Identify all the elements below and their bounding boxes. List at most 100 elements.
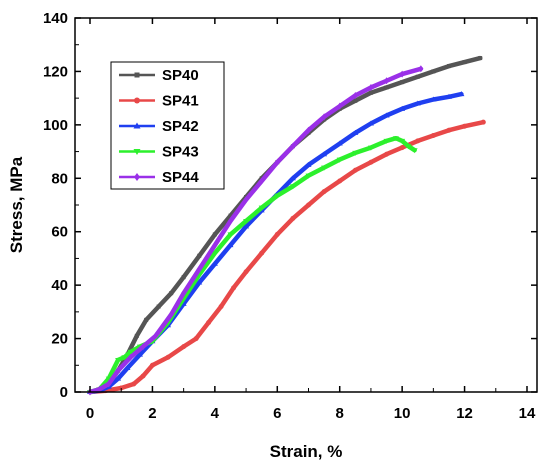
data-point xyxy=(337,178,343,184)
data-point xyxy=(336,157,343,163)
legend-marker xyxy=(134,72,140,78)
legend-label: SP42 xyxy=(162,118,199,135)
y-tick-label: 40 xyxy=(51,277,68,294)
data-point xyxy=(115,357,122,363)
x-tick-label: 10 xyxy=(394,405,411,422)
y-axis-title: Stress, MPa xyxy=(7,156,26,253)
data-point xyxy=(306,126,311,134)
legend-item-sp43: SP43 xyxy=(119,144,199,161)
data-point xyxy=(400,80,405,85)
y-tick-label: 140 xyxy=(43,10,68,27)
data-point xyxy=(106,380,112,388)
data-point xyxy=(227,217,233,225)
data-point xyxy=(121,355,128,361)
data-point xyxy=(259,177,265,185)
y-tick-label: 120 xyxy=(43,63,68,80)
data-point xyxy=(193,336,199,342)
legend-item-sp42: SP42 xyxy=(119,118,199,135)
data-point xyxy=(384,151,390,157)
data-point xyxy=(259,250,265,256)
data-point xyxy=(140,343,146,351)
data-point xyxy=(211,251,218,257)
data-point xyxy=(383,112,390,118)
data-point xyxy=(243,269,249,275)
data-point xyxy=(181,344,187,350)
data-point xyxy=(368,159,374,165)
data-point xyxy=(127,349,134,355)
data-point xyxy=(124,364,131,370)
data-point xyxy=(368,90,373,95)
data-point xyxy=(399,105,406,111)
data-point xyxy=(290,215,296,221)
data-point xyxy=(399,138,406,144)
data-point xyxy=(134,333,139,338)
data-point xyxy=(305,161,312,167)
data-point xyxy=(337,102,343,110)
data-point xyxy=(115,375,122,381)
legend-label: SP43 xyxy=(162,144,199,161)
data-point xyxy=(480,119,486,125)
data-point xyxy=(153,332,159,340)
x-axis-title: Strain, % xyxy=(270,442,343,461)
y-tick-label: 80 xyxy=(51,170,68,187)
data-point xyxy=(321,151,328,157)
x-tick-label: 12 xyxy=(456,405,473,422)
data-point xyxy=(289,175,296,181)
data-point xyxy=(165,354,171,360)
data-point xyxy=(258,205,265,211)
data-point xyxy=(418,65,424,73)
data-point xyxy=(274,158,280,166)
data-point xyxy=(211,260,218,266)
data-point xyxy=(274,231,280,237)
legend-marker xyxy=(133,122,141,129)
data-point xyxy=(431,69,436,74)
data-point xyxy=(352,150,359,156)
data-point xyxy=(446,64,451,69)
data-point xyxy=(206,320,212,326)
data-point xyxy=(168,311,174,319)
data-point xyxy=(228,213,233,218)
data-point xyxy=(458,91,465,97)
data-point xyxy=(399,70,405,78)
data-point xyxy=(321,165,328,171)
data-point xyxy=(353,98,358,103)
data-point xyxy=(446,127,452,133)
data-point xyxy=(169,291,174,296)
data-point xyxy=(196,279,203,285)
data-point xyxy=(411,148,418,154)
data-point xyxy=(368,83,374,91)
data-point xyxy=(383,138,390,144)
data-point xyxy=(197,253,202,258)
y-tick-label: 0 xyxy=(60,384,68,401)
legend-item-sp44: SP44 xyxy=(119,169,199,186)
data-point xyxy=(118,385,124,391)
legend: SP40 SP41 SP42 SP43 SP44 xyxy=(110,61,225,190)
data-point xyxy=(243,219,250,225)
data-point xyxy=(227,232,234,238)
data-point xyxy=(352,129,359,135)
x-tick-label: 6 xyxy=(273,405,281,422)
legend-item-sp40: SP40 xyxy=(119,67,199,84)
data-point xyxy=(231,285,237,291)
data-point xyxy=(149,362,155,368)
data-point xyxy=(415,138,421,144)
x-tick-label: 14 xyxy=(519,405,536,422)
data-point xyxy=(227,242,234,248)
series-layer xyxy=(87,55,486,396)
data-point xyxy=(321,113,327,121)
data-point xyxy=(181,289,187,297)
data-point xyxy=(196,265,202,273)
legend-label: SP40 xyxy=(162,67,199,84)
data-point xyxy=(212,241,218,249)
data-point xyxy=(181,275,186,280)
legend-marker xyxy=(134,173,140,181)
data-point xyxy=(290,142,296,150)
data-point xyxy=(478,56,483,61)
legend-label: SP41 xyxy=(162,93,199,110)
data-point xyxy=(367,120,374,126)
y-tick-label: 100 xyxy=(43,117,68,134)
data-point xyxy=(414,100,421,106)
data-point xyxy=(352,167,358,173)
data-point xyxy=(399,145,405,151)
